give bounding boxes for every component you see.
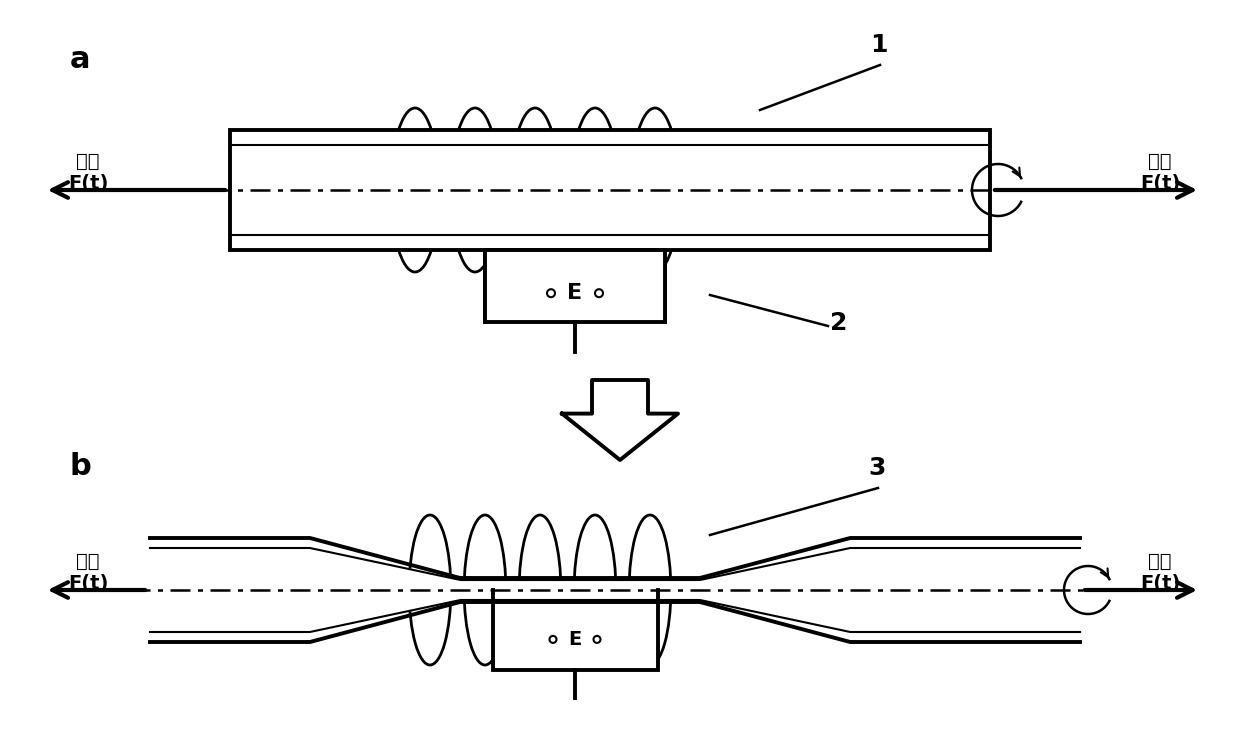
Text: 2: 2 (830, 311, 847, 335)
Bar (492, 602, 657, 670)
Text: 3: 3 (868, 456, 885, 480)
Circle shape (595, 289, 603, 298)
Bar (229, 130, 990, 250)
Polygon shape (150, 548, 1080, 632)
Circle shape (594, 636, 600, 643)
Ellipse shape (629, 515, 671, 665)
Ellipse shape (631, 108, 680, 272)
Ellipse shape (520, 515, 560, 665)
Ellipse shape (409, 515, 451, 665)
Text: 1: 1 (870, 33, 888, 57)
Text: E: E (568, 283, 583, 303)
Text: 拉力
F(t): 拉力 F(t) (1140, 151, 1180, 192)
Polygon shape (562, 380, 678, 460)
Text: 拉力
F(t): 拉力 F(t) (1140, 551, 1180, 593)
Ellipse shape (574, 515, 616, 665)
Text: E: E (568, 630, 582, 649)
Bar (229, 130, 990, 250)
Text: 拉力
F(t): 拉力 F(t) (68, 151, 108, 192)
Bar (229, 130, 990, 250)
Text: b: b (69, 452, 92, 481)
Ellipse shape (511, 108, 559, 272)
Ellipse shape (391, 108, 439, 272)
Ellipse shape (464, 515, 506, 665)
Text: 拉力
F(t): 拉力 F(t) (68, 551, 108, 593)
Ellipse shape (451, 108, 498, 272)
Ellipse shape (570, 108, 619, 272)
Circle shape (547, 289, 556, 298)
Circle shape (549, 636, 557, 643)
Bar (485, 250, 665, 322)
Text: a: a (69, 45, 91, 74)
